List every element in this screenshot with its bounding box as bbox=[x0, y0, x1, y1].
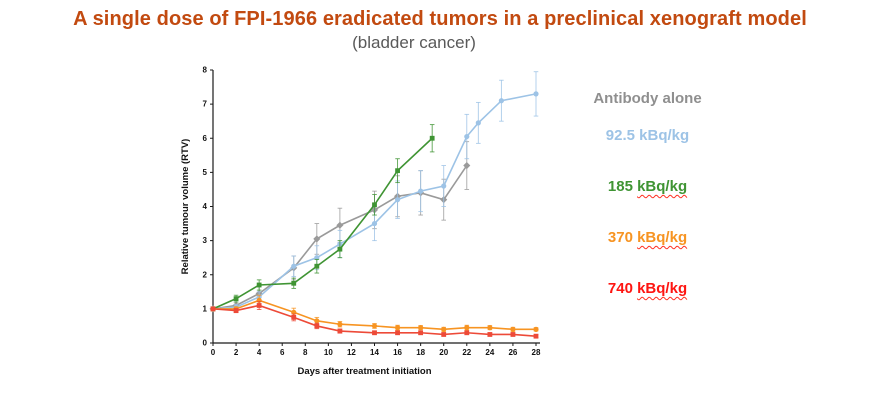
x-tick-label: 26 bbox=[508, 348, 517, 357]
legend-label: Antibody alone bbox=[593, 90, 702, 107]
page-title: A single dose of FPI-1966 eradicated tum… bbox=[73, 8, 807, 30]
x-tick-label: 12 bbox=[347, 348, 356, 357]
x-tick-label: 4 bbox=[257, 348, 262, 357]
legend-label: 92.5 bbox=[605, 127, 640, 144]
x-tick-label: 20 bbox=[439, 348, 448, 357]
x-tick-label: 28 bbox=[532, 348, 541, 357]
x-tick-label: 16 bbox=[393, 348, 402, 357]
legend-item-370-kbq-kg: 370 kBq/kg bbox=[560, 229, 735, 247]
legend-label: 185 bbox=[607, 178, 638, 195]
series-line bbox=[212, 304, 537, 337]
y-tick-label: 7 bbox=[203, 100, 208, 109]
legend-unit: kBq/kg bbox=[639, 127, 690, 144]
y-tick-label: 2 bbox=[203, 270, 208, 279]
x-tick-label: 2 bbox=[234, 348, 239, 357]
x-tick-label: 10 bbox=[324, 348, 333, 357]
legend-item-740-kbq-kg: 740 kBq/kg bbox=[560, 280, 735, 298]
legend-unit: kBq/kg bbox=[637, 280, 688, 297]
legend-label: 740 bbox=[607, 280, 638, 297]
x-tick-label: 24 bbox=[485, 348, 494, 357]
legend-item-185-kbq-kg: 185 kBq/kg bbox=[560, 178, 735, 196]
tumor-volume-chart: 0 2 4 6 8 10 12 14 16 18 20 22 24 26 28 0 1 2 3 4 5 6 7 8 Days a… bbox=[176, 56, 561, 396]
legend: Antibody alone 92.5 kBq/kg 185 kBq/kg 370 k… bbox=[560, 90, 735, 331]
x-tick-label: 14 bbox=[370, 348, 379, 357]
y-tick-label: 4 bbox=[203, 202, 208, 211]
y-tick-label: 3 bbox=[203, 236, 208, 245]
x-tick-label: 6 bbox=[280, 348, 285, 357]
y-tick-label: 6 bbox=[203, 134, 208, 143]
legend-label: 370 bbox=[607, 229, 638, 246]
series-line bbox=[213, 299, 536, 331]
series-line bbox=[212, 137, 433, 310]
x-tick-label: 8 bbox=[303, 348, 308, 357]
x-axis-title: Days after treatment initiation bbox=[297, 366, 431, 377]
y-tick-label: 8 bbox=[203, 66, 208, 75]
legend-item-92.5-kbq-kg: 92.5 kBq/kg bbox=[560, 127, 735, 145]
legend-item-antibody-alone: Antibody alone bbox=[560, 90, 735, 108]
legend-unit: kBq/kg bbox=[637, 178, 688, 195]
y-tick-label: 5 bbox=[203, 168, 208, 177]
legend-unit: kBq/kg bbox=[637, 229, 688, 246]
series-line bbox=[212, 93, 537, 310]
y-tick-label: 1 bbox=[203, 304, 208, 313]
x-tick-label: 18 bbox=[416, 348, 425, 357]
x-tick-label: 0 bbox=[211, 348, 216, 357]
page-subtitle: (bladder cancer) bbox=[352, 33, 476, 52]
y-tick-label: 0 bbox=[203, 339, 208, 348]
x-tick-label: 22 bbox=[462, 348, 471, 357]
y-axis-title: Relative tumour volume (RTV) bbox=[180, 139, 191, 275]
